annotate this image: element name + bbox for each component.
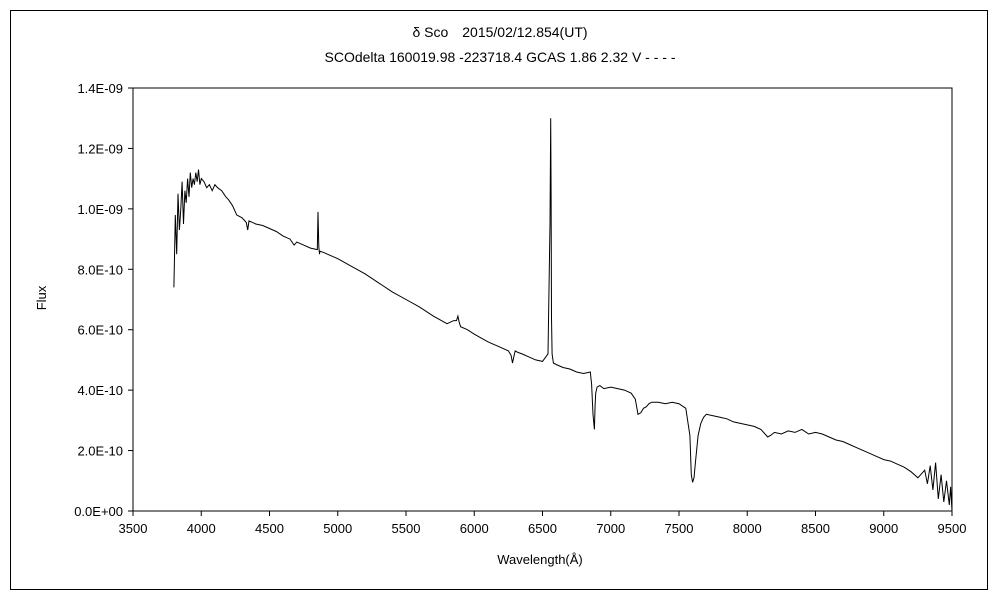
y-tick-label: 1.4E-09 bbox=[77, 81, 123, 96]
x-tick-label: 6000 bbox=[460, 521, 489, 536]
y-axis-label: Flux bbox=[34, 285, 49, 310]
y-tick-label: 1.2E-09 bbox=[77, 141, 123, 156]
x-tick-label: 9000 bbox=[869, 521, 898, 536]
y-tick-label: 6.0E-10 bbox=[77, 323, 123, 338]
y-tick-label: 0.0E+00 bbox=[74, 504, 123, 519]
x-tick-label: 5000 bbox=[323, 521, 352, 536]
y-tick-label: 4.0E-10 bbox=[77, 383, 123, 398]
x-tick-label: 3500 bbox=[119, 521, 148, 536]
y-tick-label: 8.0E-10 bbox=[77, 262, 123, 277]
x-tick-label: 6500 bbox=[528, 521, 557, 536]
x-axis: 3500 4000 4500 5000 5500 6000 6500 7000 7500 8000… bbox=[119, 511, 967, 536]
x-tick-label: 7500 bbox=[665, 521, 694, 536]
chart-subtitle: SCOdelta 160019.98 -223718.4 GCAS 1.86 2… bbox=[324, 49, 676, 65]
x-tick-label: 7000 bbox=[596, 521, 625, 536]
x-tick-label: 5500 bbox=[392, 521, 421, 536]
plot-area bbox=[132, 87, 953, 512]
x-tick-label: 4500 bbox=[255, 521, 284, 536]
y-tick-label: 2.0E-10 bbox=[77, 444, 123, 459]
y-tick-label: 1.0E-09 bbox=[77, 202, 123, 217]
chart-title: δ Sco 2015/02/12.854(UT) bbox=[412, 24, 588, 40]
x-tick-label: 9500 bbox=[938, 521, 967, 536]
x-tick-label: 8500 bbox=[801, 521, 830, 536]
x-tick-label: 4000 bbox=[187, 521, 216, 536]
x-axis-label: Wavelength(Å) bbox=[497, 552, 583, 567]
x-tick-label: 8000 bbox=[733, 521, 762, 536]
spectrum-line bbox=[173, 118, 953, 512]
y-axis: 0.0E+00 2.0E-10 4.0E-10 6.0E-10 8.0E-10 1.0E-… bbox=[74, 81, 133, 519]
